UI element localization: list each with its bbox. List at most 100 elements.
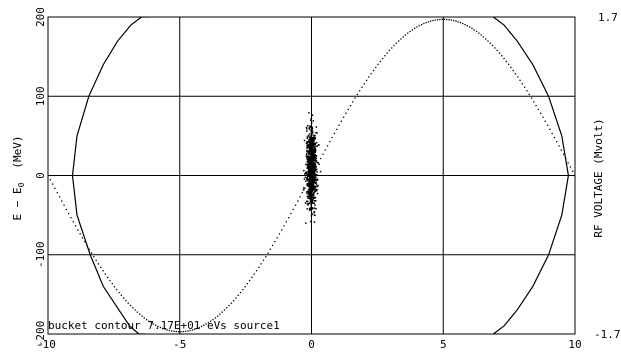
rf-voltage-point [205,323,207,325]
particle-point [311,157,313,159]
particle-point [307,150,310,153]
rf-voltage-point [123,297,125,299]
particle-point [306,141,308,143]
particle-point [306,208,308,210]
particle-point [309,156,311,158]
plot-frame [47,16,576,335]
rf-voltage-point [453,19,455,22]
particle-point [319,170,322,173]
particle-point [309,148,311,151]
particle-point [312,202,314,204]
y-left-title-main: E − E [11,187,24,220]
particle-point [306,173,308,176]
rf-voltage-point [370,73,372,75]
rf-voltage-point [203,324,205,326]
particle-point [313,147,315,149]
y-left-tick-label: 100 [34,86,47,106]
rf-voltage-point [418,25,420,27]
particle-point [311,132,314,134]
particle-point [314,142,316,145]
particle-point [310,177,313,179]
particle-point [310,143,312,145]
particle-point [309,181,311,183]
particle-point [308,160,311,162]
particle-point [311,167,314,170]
rf-voltage-point [326,145,329,147]
particle-point [312,181,314,184]
particle-point [312,131,314,133]
rf-voltage-point [54,187,56,189]
rf-voltage-point [469,26,471,28]
particle-point [313,166,316,169]
particle-point [307,184,310,187]
particle-point [310,169,312,171]
particle-point [314,154,317,156]
particle-point [306,184,309,186]
particle-point [313,136,315,138]
particle-point [310,122,313,124]
particle-point [308,144,310,147]
particle-point [306,178,308,180]
particle-point [313,202,315,204]
rf-voltage-point [274,241,276,243]
particle-point [313,164,315,166]
particle-point [304,176,307,178]
particle-point [314,136,316,139]
rf-voltage-point [93,256,95,258]
particle-point [307,159,310,162]
particle-point [313,151,315,153]
rf-voltage-point [530,97,533,99]
rf-voltage-point [102,270,104,272]
particle-point [306,147,308,150]
rf-voltage-point [336,128,338,130]
particle-point [310,152,312,155]
particle-point [314,188,317,191]
particle-point [312,149,315,151]
particle-point [308,139,310,141]
y-left-title-unit: (MeV) [11,135,24,168]
particle-point [310,165,312,168]
rf-voltage-point [173,330,175,332]
particle-point [311,164,314,166]
rf-voltage-point [503,57,505,60]
particle-point [311,163,314,165]
particle-point [313,155,315,157]
particle-point [312,199,314,201]
rf-voltage-point [269,248,271,250]
y-right-tick-label: 1.7 [598,11,618,24]
rf-voltage-point [489,42,491,44]
particle-point [307,146,310,149]
particle-point [308,202,310,205]
particle-point [311,182,314,185]
particle-point [311,127,314,129]
particle-point [310,195,312,198]
rf-voltage-point [528,93,530,96]
rf-voltage-point [480,34,482,36]
rf-voltage-point [212,319,214,321]
y-left-title: E − E0 (MeV) [11,135,26,220]
bucket-contour-line [492,17,569,176]
particle-point [311,194,313,196]
particle-point [310,163,312,165]
particle-point [309,185,311,187]
particle-point [310,175,313,177]
rf-voltage-point [322,153,324,155]
particle-point [310,172,313,175]
particle-point [310,139,312,142]
rf-voltage-point [352,101,354,103]
rf-voltage-point [368,76,370,78]
particle-point [306,130,308,132]
rf-voltage-point [290,212,292,215]
particle-point [307,144,309,146]
rf-voltage-point [219,313,221,315]
rf-voltage-point [210,320,212,322]
rf-voltage-point [521,83,523,85]
rf-voltage-point [549,128,551,130]
particle-point [314,169,317,172]
rf-voltage-point [262,259,265,261]
particle-point [306,128,308,130]
rf-voltage-point [317,162,320,164]
particle-point [309,220,312,223]
particle-point [310,197,312,199]
rf-voltage-point [288,217,290,219]
